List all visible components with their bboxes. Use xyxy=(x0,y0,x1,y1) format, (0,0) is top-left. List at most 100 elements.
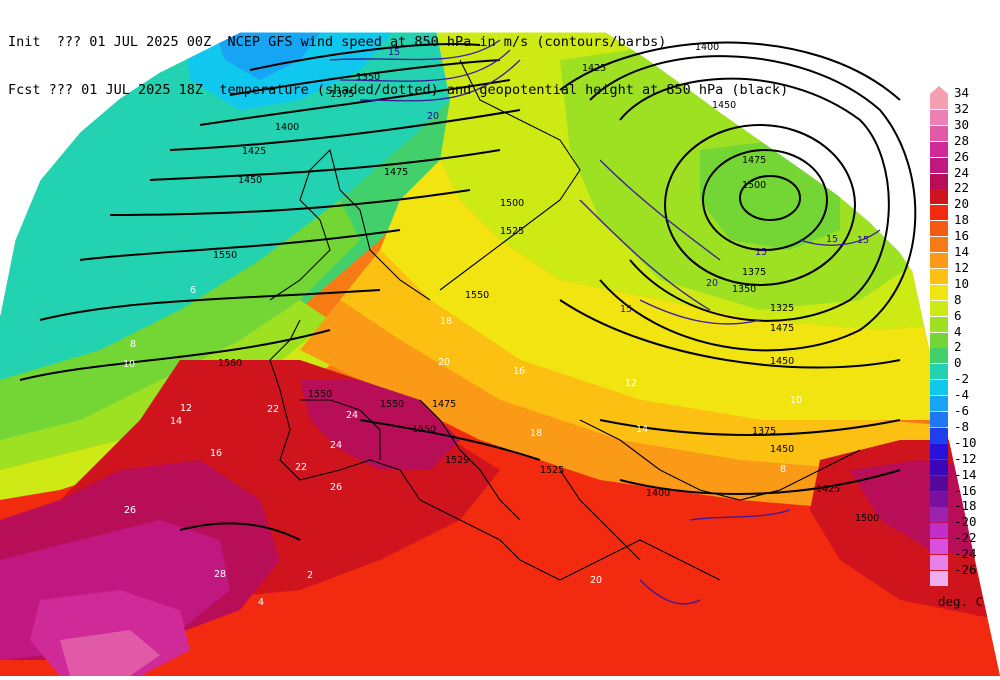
colorbar-label: -14 xyxy=(954,466,977,482)
colorbar-label: 14 xyxy=(954,244,970,259)
wind-contours xyxy=(329,39,881,605)
colorbar-swatch xyxy=(930,491,948,507)
temperature-label: 12 xyxy=(625,378,637,389)
colorbar-label: 0 xyxy=(954,355,962,371)
temperature-label: 22 xyxy=(295,462,307,473)
colorbar-swatch xyxy=(930,380,948,396)
wind-speed-label: 20 xyxy=(427,111,439,122)
colorbar-swatch xyxy=(930,94,948,109)
temperature-label: 4 xyxy=(258,597,264,608)
temperature-label: 12 xyxy=(180,403,192,414)
colorbar-label: -24 xyxy=(954,546,977,562)
colorbar-label: 16 xyxy=(954,228,970,244)
height-label: 1425 xyxy=(242,146,266,157)
height-label: 1500 xyxy=(855,513,879,524)
temperature-label: 8 xyxy=(780,464,786,475)
wind-speed-label: 15 xyxy=(620,304,632,315)
height-label: 1475 xyxy=(770,323,794,334)
colorbar-label: -8 xyxy=(954,418,970,434)
colorbar-label: -6 xyxy=(954,403,970,418)
colorbar-swatch xyxy=(930,284,948,300)
colorbar-swatch xyxy=(930,348,948,364)
colorbar-swatch xyxy=(930,332,948,348)
colorbar-swatch xyxy=(930,555,948,571)
colorbar-label: 26 xyxy=(954,148,970,164)
height-label: 1525 xyxy=(540,465,564,476)
height-label: 1475 xyxy=(742,155,766,166)
height-label: 1400 xyxy=(646,488,670,499)
colorbar-label: -20 xyxy=(954,514,977,530)
height-label: 1550 xyxy=(412,424,436,435)
colorbar-label: 8 xyxy=(954,291,962,307)
colorbar-label: 18 xyxy=(954,212,970,228)
colorbar-label: -22 xyxy=(954,530,977,546)
temperature-label: 10 xyxy=(790,395,802,406)
height-label: 1525 xyxy=(500,226,524,237)
height-label: 1550 xyxy=(465,290,489,301)
colorbar-label: 4 xyxy=(954,323,962,339)
wind-speed-label: 15 xyxy=(857,235,869,246)
wind-speed-label: 15 xyxy=(388,47,400,58)
height-label: 1450 xyxy=(712,100,736,111)
temperature-label: 2 xyxy=(307,570,313,581)
height-contours xyxy=(19,41,917,541)
colorbar-label: -26 xyxy=(954,562,977,577)
colorbar-swatch xyxy=(930,507,948,523)
height-label: 1529 xyxy=(445,455,469,466)
colorbar-label: 28 xyxy=(954,132,970,148)
colorbar-swatch xyxy=(930,475,948,491)
height-label: 1375 xyxy=(330,89,354,100)
colorbar-swatch xyxy=(930,459,948,475)
colorbar-label: 20 xyxy=(954,196,970,212)
temperature-label: 22 xyxy=(267,404,279,415)
colorbar-label: 10 xyxy=(954,275,970,291)
temperature-label: 14 xyxy=(170,416,182,427)
temperature-label: 24 xyxy=(330,440,342,451)
temperature-label: 28 xyxy=(214,569,226,580)
height-label: 1475 xyxy=(384,167,408,178)
colorbar-label: 24 xyxy=(954,164,970,180)
colorbar-label: 30 xyxy=(954,116,970,132)
height-label: 1550 xyxy=(380,399,404,410)
height-label: 1450 xyxy=(770,356,794,367)
colorbar-label: -10 xyxy=(954,434,977,450)
colorbar-swatch xyxy=(930,157,948,173)
wind-speed-label: 15 xyxy=(755,247,767,258)
height-label: 1450 xyxy=(238,175,262,186)
colorbar-label: 2 xyxy=(954,339,962,355)
colorbar-unit: deg. C xyxy=(938,594,984,609)
colorbar-label: 12 xyxy=(954,259,970,275)
height-label: 1475 xyxy=(432,399,456,410)
colorbar-arrow xyxy=(930,86,948,94)
colorbar-swatch xyxy=(930,316,948,332)
colorbar-swatch xyxy=(930,253,948,268)
colorbar-swatch xyxy=(930,396,948,412)
temperature-label: 14 xyxy=(636,424,648,435)
height-label: 1375 xyxy=(742,267,766,278)
title-line-2: temperature (shaded/dotted) and geopoten… xyxy=(219,82,789,98)
colorbar-label: 34 xyxy=(954,85,970,100)
colorbar-swatch xyxy=(930,189,948,205)
title-line-1: NCEP GFS wind speed at 850 hPa in m/s (c… xyxy=(227,34,667,50)
temperature-label: 10 xyxy=(123,359,135,370)
colorbar-label: 6 xyxy=(954,307,962,323)
colorbar-label: -12 xyxy=(954,450,977,466)
temperature-label: 20 xyxy=(438,357,450,368)
height-label: 1425 xyxy=(816,484,840,495)
colorbar-swatch xyxy=(930,523,948,539)
colorbar-label: -4 xyxy=(954,387,970,403)
height-label: 1400 xyxy=(695,42,719,53)
colorbar-swatch xyxy=(930,237,948,253)
height-label: 1450 xyxy=(770,444,794,455)
height-label: 1560 xyxy=(218,358,242,369)
height-label: 1550 xyxy=(308,389,332,400)
colorbar-swatch xyxy=(930,268,948,284)
colorbar-label: 22 xyxy=(954,180,970,196)
colorbar-swatch xyxy=(930,539,948,555)
temperature-label: 20 xyxy=(590,575,602,586)
colorbar: 34 32 30 28 26 24 22 20 18 16 14 12 10 8 6 4 2 0 -2 -4 -6 -8-… xyxy=(930,86,1000,596)
colorbar-swatch xyxy=(930,412,948,427)
init-time: Init ??? 01 JUL 2025 00Z xyxy=(8,34,212,50)
height-label: 1400 xyxy=(275,122,299,133)
